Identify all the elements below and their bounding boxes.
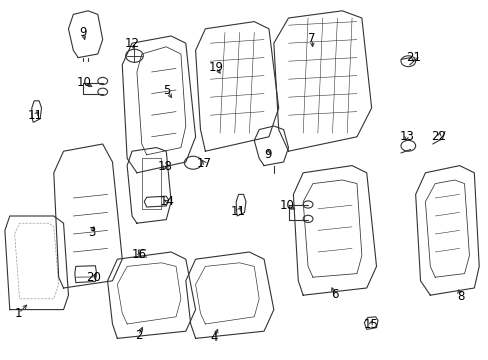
- Text: 7: 7: [307, 32, 315, 45]
- Text: 17: 17: [197, 157, 211, 170]
- Text: 20: 20: [86, 271, 101, 284]
- Text: 11: 11: [28, 109, 42, 122]
- Text: 1: 1: [15, 307, 22, 320]
- Text: 14: 14: [160, 195, 174, 208]
- Text: 19: 19: [208, 61, 223, 74]
- Text: 2: 2: [134, 329, 142, 342]
- Text: 21: 21: [405, 51, 420, 64]
- Text: 9: 9: [264, 148, 271, 161]
- Text: 8: 8: [456, 291, 464, 303]
- Text: 13: 13: [399, 130, 413, 143]
- Text: 4: 4: [210, 331, 218, 344]
- Text: 12: 12: [124, 37, 139, 50]
- Text: 3: 3: [88, 226, 96, 239]
- Text: 5: 5: [163, 84, 171, 97]
- Text: 11: 11: [230, 205, 245, 218]
- Text: 9: 9: [79, 26, 87, 39]
- Text: 16: 16: [132, 248, 146, 261]
- Text: 15: 15: [363, 318, 377, 331]
- Text: 6: 6: [330, 288, 338, 301]
- Text: 10: 10: [77, 76, 91, 89]
- Text: 22: 22: [431, 130, 446, 143]
- Text: 10: 10: [280, 199, 294, 212]
- Text: 18: 18: [158, 160, 172, 173]
